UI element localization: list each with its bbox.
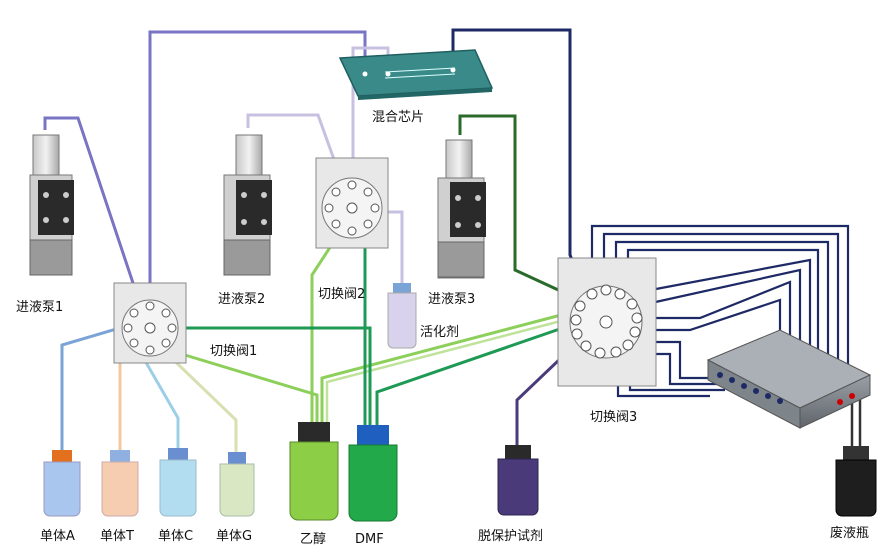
label-deprotect: 脱保护试剂 (478, 529, 543, 544)
label-waste: 废液瓶 (830, 525, 869, 541)
tube-monomerT-valve1 (118, 348, 134, 450)
label-dmf: DMF (355, 532, 384, 547)
tube-dmf-valve1 (175, 326, 372, 425)
label-valve3: 切换阀3 (590, 410, 637, 425)
tube-monomerG-valve1 (156, 343, 238, 452)
valve-2 (315, 157, 389, 249)
monomerT-bottle (101, 450, 139, 517)
tube-ethanol-valve3b (325, 314, 581, 422)
valve-3 (557, 257, 657, 387)
label-pump3: 进液泵3 (428, 292, 475, 307)
label-valve1: 切换阀1 (210, 344, 257, 359)
activator-bottle (387, 283, 417, 349)
valve-1 (113, 282, 187, 364)
monomerG-bottle (219, 452, 255, 517)
label-pump1: 进液泵1 (16, 300, 63, 315)
label-pump2: 进液泵2 (218, 292, 265, 307)
monomerA-bottle (43, 450, 81, 517)
label-monomerA: 单体A (40, 529, 75, 544)
tube-pump2-valve2 (246, 113, 347, 191)
label-monomerC: 单体C (158, 529, 193, 544)
tube-monomerC-valve1 (138, 351, 180, 448)
label-valve2: 切换阀2 (318, 287, 365, 302)
tube-ethanol-valve1 (174, 350, 319, 422)
ethanol-bottle (289, 422, 339, 521)
waste-bottle (835, 446, 877, 517)
tube-dmf-valve3 (375, 320, 581, 425)
label-monomerT: 单体T (100, 529, 134, 544)
tube-monomerA-valve1 (60, 323, 131, 450)
reaction-array (706, 329, 872, 429)
label-ethanol: 乙醇 (300, 531, 326, 547)
tube-valve1-chip (148, 30, 367, 300)
tube-pump3-valve3 (458, 114, 581, 302)
label-chip: 混合芯片 (372, 110, 424, 125)
pump-2 (223, 134, 272, 276)
label-monomerG: 单体G (216, 529, 252, 544)
pump-1 (29, 134, 74, 276)
dmf-bottle (348, 425, 398, 522)
monomerC-bottle (159, 448, 197, 517)
deprotect-bottle (497, 445, 539, 516)
tube-pump1-valve1 (43, 116, 150, 329)
pump-3 (437, 139, 486, 279)
mixing-chip (338, 49, 494, 100)
tube-ethanol-valve3 (320, 308, 581, 422)
label-activator: 活化剂 (420, 325, 459, 340)
